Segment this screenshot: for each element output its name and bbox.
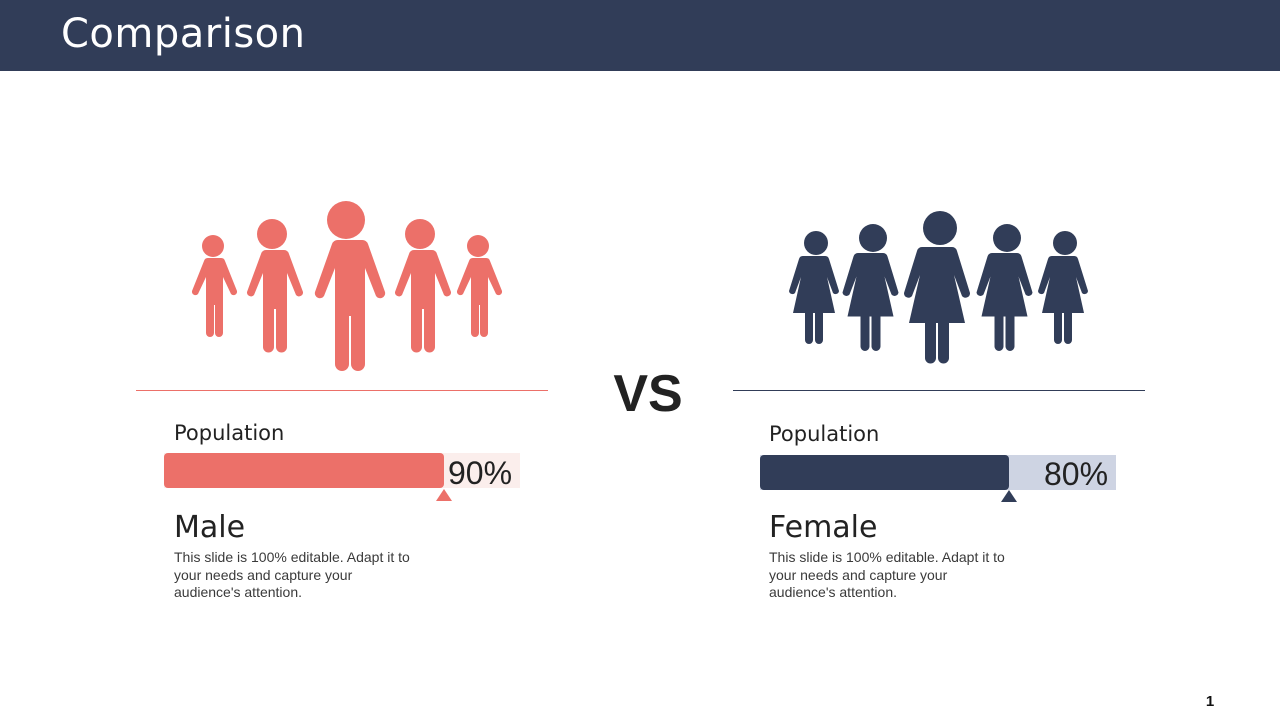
male-group-icon [186,196,506,376]
male-progress-track [164,453,520,488]
female-progress-marker [1001,490,1017,502]
page-number: 1 [1205,693,1215,710]
female-percent: 80% [1044,456,1109,492]
female-title: Female [769,510,878,545]
female-population-label: Population [769,422,880,446]
female-progress-track [760,455,1116,490]
female-progress-fill [760,455,1009,490]
male-percent: 90% [448,455,513,491]
male-progress-marker [436,489,452,501]
header-bar: Comparison [0,0,1280,71]
male-description: This slide is 100% editable. Adapt it to… [174,549,410,600]
male-progress-fill [164,453,444,488]
female-group-icon [786,206,1096,366]
male-population-label: Population [174,421,285,445]
male-divider [136,390,548,391]
female-divider [733,390,1145,391]
male-title: Male [174,510,246,545]
female-description: This slide is 100% editable. Adapt it to… [769,549,1005,600]
page-title: Comparison [61,11,306,57]
vs-label: VS [613,365,683,423]
